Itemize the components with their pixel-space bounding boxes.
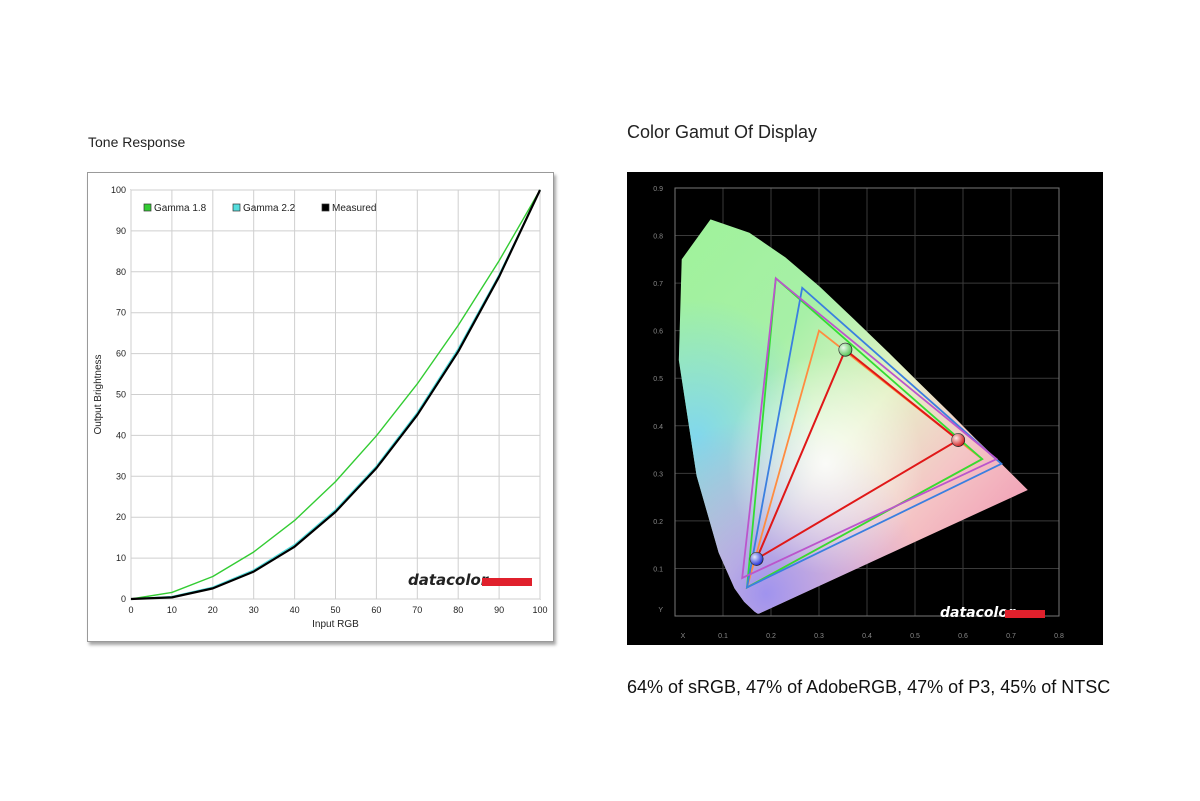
datacolor-logo-text: datacolor — [940, 605, 1016, 621]
series-line — [130, 189, 541, 600]
x-tick-label: 50 — [330, 605, 340, 615]
x-tick-label: 10 — [167, 605, 177, 615]
y-tick-label: 0.9 — [653, 186, 663, 193]
legend-swatch — [143, 203, 152, 212]
primary-marker-highlight — [838, 343, 852, 357]
color-gamut-chart: 0.1 0.2 0.3 0.4 0.5 0.6 0.7 0.8 0.1 0.2 0.3 0.4 0.5 0… — [653, 186, 1064, 640]
legend-label: Measured — [332, 203, 376, 214]
x-tick-label: 30 — [249, 605, 259, 615]
gamut-triangle — [745, 276, 984, 590]
y-tick-label: 80 — [116, 267, 126, 277]
y-tick-label: 60 — [116, 349, 126, 359]
y-tick-label: 90 — [116, 226, 126, 236]
legend-swatch — [321, 203, 330, 212]
series-line — [130, 189, 541, 601]
x-tick-label: 40 — [290, 605, 300, 615]
x-tick-label: 0 — [128, 605, 133, 615]
primary-marker-highlight — [951, 433, 965, 447]
datacolor-logo-bar — [1005, 610, 1045, 618]
x-axis-label: Input RGB — [312, 619, 359, 630]
y-axis-label: Y — [658, 607, 663, 614]
gamut-triangle — [741, 276, 999, 580]
y-tick-label: 0.3 — [653, 471, 663, 478]
y-tick-label: 40 — [116, 430, 126, 440]
y-tick-label: 0.7 — [653, 281, 663, 288]
tone-response-panel: 0 10 20 30 40 50 60 70 80 90 100 0 10 20 30 40 50 60 70 80 9… — [87, 172, 554, 642]
x-tick-label: 80 — [453, 605, 463, 615]
datacolor-logo-bar — [482, 578, 532, 586]
x-tick-label: 0.7 — [1006, 633, 1016, 640]
gamut-coverage-caption: 64% of sRGB, 47% of AdobeRGB, 47% of P3,… — [627, 677, 1111, 697]
x-tick-label: 90 — [494, 605, 504, 615]
y-tick-label: 20 — [116, 512, 126, 522]
x-tick-label: 100 — [532, 605, 547, 615]
y-tick-label: 0.2 — [653, 519, 663, 526]
x-tick-label: 0.2 — [766, 633, 776, 640]
y-tick-label: 0.1 — [653, 566, 663, 573]
legend-swatch — [232, 203, 241, 212]
x-tick-label: 0.8 — [1054, 633, 1064, 640]
primary-marker-highlight — [750, 552, 764, 566]
gamut-triangle — [745, 286, 1004, 590]
x-tick-label: 60 — [371, 605, 381, 615]
tone-response-title: Tone Response — [88, 134, 186, 150]
gamut-triangle — [754, 348, 960, 562]
y-tick-label: 0.5 — [653, 376, 663, 383]
x-tick-label: 20 — [208, 605, 218, 615]
y-tick-label: 10 — [116, 553, 126, 563]
legend-label: Gamma 1.8 — [154, 203, 207, 214]
color-gamut-title: Color Gamut Of Display — [627, 122, 818, 142]
x-tick-label: 70 — [412, 605, 422, 615]
y-tick-label: 100 — [111, 185, 126, 195]
locus-white-point-glow — [678, 219, 1028, 614]
y-axis-label: Output Brightness — [93, 354, 104, 434]
y-tick-label: 30 — [116, 471, 126, 481]
y-tick-label: 50 — [116, 390, 126, 400]
x-tick-label: 0.5 — [910, 633, 920, 640]
y-tick-label: 0.4 — [653, 424, 663, 431]
y-tick-label: 0.6 — [653, 329, 663, 336]
x-tick-label: 0.1 — [718, 633, 728, 640]
datacolor-logo-text: datacolor — [408, 571, 490, 589]
x-tick-label: 0.4 — [862, 633, 872, 640]
x-tick-label: 0.3 — [814, 633, 824, 640]
y-tick-label: 0.8 — [653, 234, 663, 241]
y-tick-label: 70 — [116, 308, 126, 318]
x-tick-label: 0.6 — [958, 633, 968, 640]
plot-area — [674, 187, 1060, 617]
x-axis-label: X — [681, 633, 686, 640]
y-tick-label: 0 — [121, 594, 126, 604]
tone-response-chart: 0 10 20 30 40 50 60 70 80 90 100 0 10 20 30 40 50 60 70 80 9… — [93, 185, 548, 630]
color-gamut-panel: 0.1 0.2 0.3 0.4 0.5 0.6 0.7 0.8 0.1 0.2 0.3 0.4 0.5 0… — [627, 172, 1103, 645]
legend-label: Gamma 2.2 — [243, 203, 296, 214]
